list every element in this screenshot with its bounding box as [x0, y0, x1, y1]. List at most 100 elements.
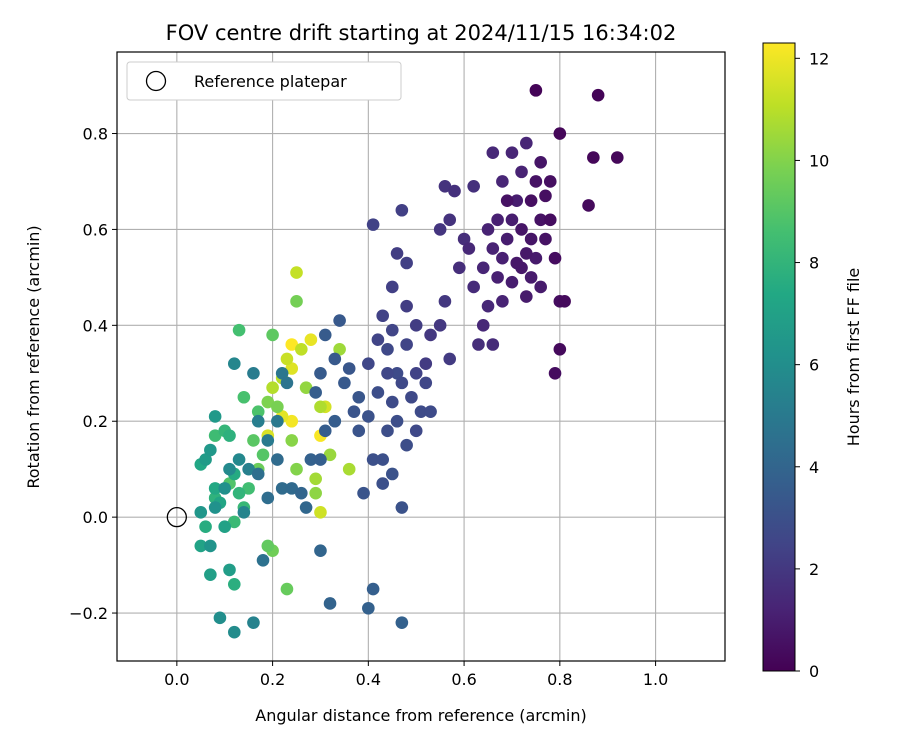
x-tick-label: 0.4 [356, 670, 381, 689]
scatter-point [529, 175, 543, 188]
scatter-point [362, 357, 375, 370]
scatter-point [496, 295, 509, 308]
x-tick-label: 0.0 [164, 670, 189, 689]
scatter-point [505, 146, 519, 160]
scatter-point [433, 223, 447, 236]
scatter-point [448, 184, 461, 198]
x-axis-label: Angular distance from reference (arcmin) [255, 706, 586, 725]
scatter-point [199, 520, 212, 534]
colorbar-label: Hours from first FF file [844, 268, 863, 447]
scatter-point [385, 395, 399, 409]
scatter-point [543, 175, 557, 188]
x-tick-label: 0.8 [547, 670, 572, 689]
scatter-point [409, 424, 423, 438]
scatter-point [438, 295, 452, 308]
scatter-point [275, 366, 289, 380]
scatter-point [371, 333, 385, 347]
scatter-point [395, 501, 409, 514]
x-tick-label: 0.6 [451, 670, 476, 689]
scatter-point [256, 448, 270, 462]
scatter-point [510, 256, 524, 270]
scatter-point [328, 352, 342, 366]
scatter-point [467, 179, 480, 193]
scatter-point [328, 414, 342, 428]
scatter-point [242, 462, 255, 476]
y-tick-label: 0.2 [83, 412, 108, 431]
scatter-point [452, 261, 466, 275]
scatter-point [280, 352, 294, 366]
scatter-point [472, 338, 485, 351]
scatter-point [457, 232, 471, 246]
scatter-point [237, 390, 251, 404]
colorbar-tick-label: 6 [809, 356, 819, 375]
scatter-point [534, 280, 547, 294]
scatter-point [424, 405, 437, 418]
scatter-point [462, 242, 476, 255]
scatter-point [381, 343, 394, 356]
scatter-point [208, 429, 222, 442]
scatter-point [314, 506, 327, 519]
scatter-point [232, 323, 246, 337]
scatter-point [247, 434, 260, 447]
scatter-point [204, 539, 217, 553]
scatter-point [419, 357, 433, 370]
data-points [166, 84, 624, 639]
scatter-point [539, 189, 552, 203]
y-tick-label: −0.2 [69, 604, 108, 623]
scatter-point [548, 366, 562, 380]
scatter-point [486, 146, 500, 160]
scatter-point [357, 486, 370, 500]
scatter-point [194, 506, 208, 519]
scatter-point [534, 213, 547, 227]
scatter-point [400, 256, 413, 270]
scatter-point [285, 434, 299, 447]
scatter-point [299, 381, 313, 394]
x-tick-label: 0.2 [260, 670, 285, 689]
scatter-point [486, 338, 500, 351]
scatter-point [381, 366, 394, 380]
colorbar-tick-label: 2 [809, 560, 819, 579]
scatter-point [275, 482, 289, 495]
scatter-point [481, 223, 495, 236]
scatter-point [524, 232, 538, 246]
legend: Reference platepar [126, 61, 402, 101]
scatter-point [524, 194, 538, 207]
y-tick-label: 0.6 [83, 220, 108, 239]
scatter-point [476, 319, 490, 332]
scatter-point [227, 515, 241, 529]
scatter-point [443, 213, 457, 227]
colorbar-tick-label: 8 [809, 254, 819, 273]
scatter-point [352, 390, 366, 404]
scatter-point [223, 462, 236, 476]
plot-area-frame [116, 51, 726, 662]
scatter-point [333, 314, 346, 327]
scatter-point [261, 395, 275, 409]
scatter-point [395, 376, 409, 390]
scatter-point [366, 218, 380, 231]
scatter-point [299, 501, 313, 514]
scatter-point [314, 400, 327, 414]
legend-box [126, 61, 402, 101]
scatter-point [323, 448, 337, 462]
scatter-point [438, 179, 452, 193]
scatter-point [318, 424, 332, 438]
scatter-point [419, 376, 433, 390]
scatter-point [347, 405, 361, 418]
scatter-point [271, 453, 284, 466]
colorbar: 0 2 4 6 8 10 12 Hours from first FF file [762, 42, 863, 681]
x-axis-ticks: 0.0 0.2 0.4 0.6 0.8 1.0 [164, 661, 668, 689]
scatter-point [280, 582, 294, 596]
scatter-point [227, 357, 241, 370]
scatter-point [433, 319, 447, 332]
colorbar-tick-label: 0 [809, 662, 819, 681]
scatter-point [314, 366, 327, 380]
scatter-point [242, 482, 255, 495]
scatter-point [261, 491, 275, 505]
scatter-point [314, 544, 327, 558]
scatter-point [256, 553, 270, 567]
scatter-point [227, 577, 241, 591]
scatter-point [333, 343, 346, 356]
y-tick-label: 0.0 [83, 508, 108, 527]
scatter-point [505, 213, 519, 227]
